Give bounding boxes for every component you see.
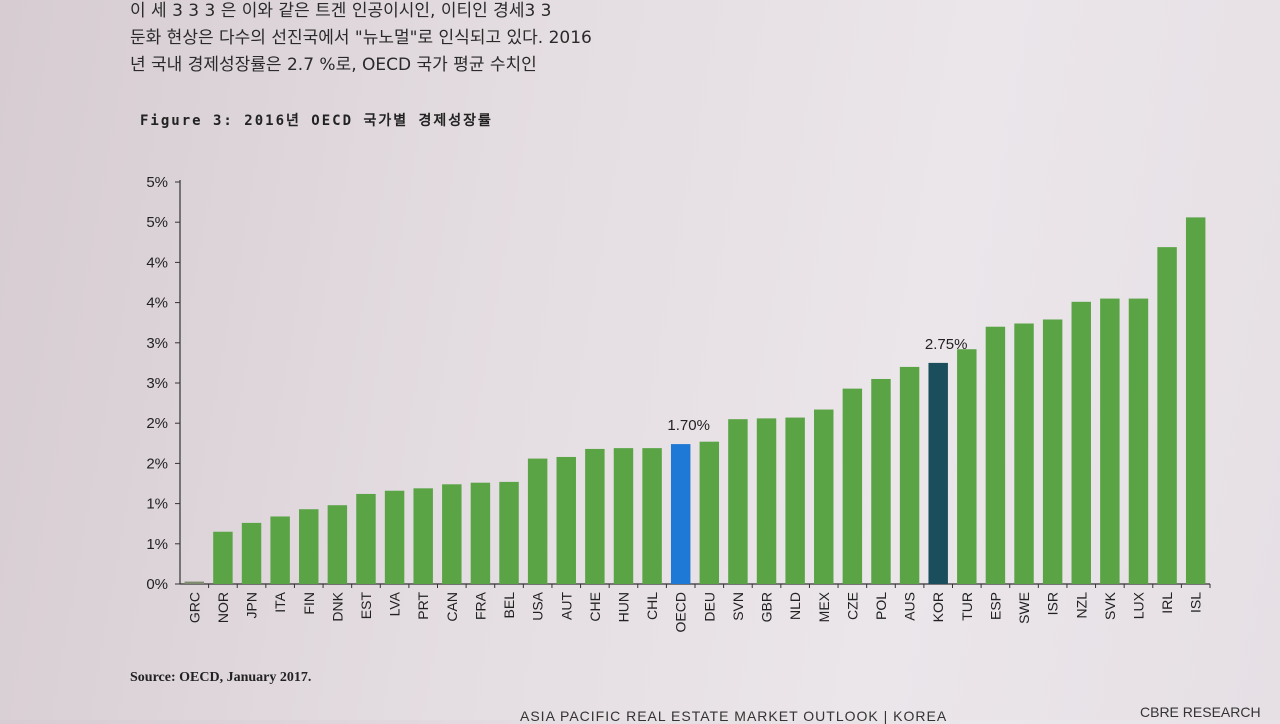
bar-pol <box>871 378 891 584</box>
bar-chl <box>642 448 662 584</box>
x-tick-label-hun: HUN <box>615 592 631 622</box>
bar-cze <box>842 388 863 584</box>
bar-aut <box>556 456 576 584</box>
bar-ita <box>270 516 290 584</box>
body-text: 이 세 3 3 3 은 이와 같은 트겐 인공이시인, 이티인 경세3 3 둔화… <box>130 0 690 79</box>
bar-hun <box>613 448 634 584</box>
x-tick-label-nzl: NZL <box>1073 592 1089 619</box>
bar-jpn <box>241 522 262 584</box>
x-tick-label-esp: ESP <box>987 592 1003 620</box>
bar-mex <box>814 409 834 584</box>
bar-can <box>442 484 462 584</box>
bar-lux <box>1128 298 1149 584</box>
bar-deu <box>699 441 720 584</box>
x-tick-label-bel: BEL <box>501 592 517 619</box>
body-text-line-1: 이 세 3 3 3 은 이와 같은 트겐 인공이시인, 이티인 경세3 3 <box>130 1 552 21</box>
y-tick-label: 5% <box>146 214 168 231</box>
bar-fra <box>470 482 491 584</box>
bar-gbr <box>756 418 777 584</box>
bar-aus <box>899 366 920 584</box>
bar-svn <box>728 419 748 584</box>
x-tick-label-lux: LUX <box>1130 591 1146 619</box>
y-tick-label: 4% <box>146 295 168 312</box>
bar-grc <box>184 581 205 584</box>
x-tick-label-chl: CHL <box>644 592 660 620</box>
bar-prt <box>413 488 433 584</box>
x-tick-label-isr: ISR <box>1045 592 1061 615</box>
y-tick-label: 3% <box>146 335 168 352</box>
x-tick-label-pol: POL <box>873 592 889 620</box>
y-tick-label: 4% <box>146 254 168 271</box>
data-label-oecd: 1.70% <box>667 417 710 434</box>
bar-dnk <box>327 505 348 584</box>
x-tick-label-usa: USA <box>530 591 546 620</box>
bar-nld <box>785 417 805 584</box>
x-tick-label-cze: CZE <box>844 592 860 620</box>
bar-svk <box>1100 298 1120 584</box>
x-tick-label-svk: SVK <box>1102 591 1118 620</box>
x-tick-label-aut: AUT <box>558 592 574 620</box>
bar-usa <box>527 458 548 584</box>
x-tick-label-prt: PRT <box>415 592 431 620</box>
x-tick-label-fin: FIN <box>301 592 317 615</box>
x-tick-label-gbr: GBR <box>759 592 775 622</box>
x-tick-label-mex: MEX <box>816 591 832 622</box>
y-tick-label: 2% <box>146 455 168 472</box>
y-tick-label: 1% <box>146 536 168 553</box>
figure-title: Figure 3: 2016년 OECD 국가별 경제성장률 <box>140 113 493 129</box>
bar-isl <box>1185 217 1206 584</box>
x-tick-label-grc: GRC <box>186 592 202 623</box>
x-tick-label-aus: AUS <box>902 592 918 621</box>
x-tick-label-che: CHE <box>587 592 603 622</box>
body-text-line-2: 둔화 현상은 다수의 선진국에서 "뉴노멀"로 인식되고 있다. 2016 <box>130 28 592 48</box>
data-label-kor: 2.75% <box>925 336 968 353</box>
x-tick-label-irl: IRL <box>1159 592 1175 614</box>
x-tick-label-lva: LVA <box>387 591 403 616</box>
bar-est <box>356 493 376 584</box>
x-tick-label-tur: TUR <box>959 592 975 621</box>
source-note: Source: OECD, January 2017. <box>130 670 312 685</box>
x-tick-label-jpn: JPN <box>244 592 260 618</box>
x-tick-label-fra: FRA <box>472 591 488 620</box>
y-tick-label: 3% <box>146 375 168 392</box>
bar-lva <box>384 490 405 584</box>
bar-che <box>585 448 605 584</box>
bar-swe <box>1014 323 1034 584</box>
bar-fin <box>299 509 319 584</box>
x-tick-label-svn: SVN <box>730 592 746 621</box>
x-tick-label-swe: SWE <box>1016 592 1032 624</box>
bar-kor <box>928 362 948 584</box>
y-tick-label: 5% <box>146 174 168 191</box>
x-tick-label-isl: ISL <box>1188 592 1204 613</box>
footer-brand: CBRE RESEARCH <box>1140 704 1261 720</box>
x-tick-label-deu: DEU <box>701 592 717 622</box>
bar-isr <box>1042 319 1063 584</box>
x-tick-label-kor: KOR <box>930 592 946 622</box>
x-tick-label-dnk: DNK <box>329 591 345 621</box>
x-tick-label-nld: NLD <box>787 592 803 620</box>
bar-tur <box>957 349 977 584</box>
y-tick-label: 2% <box>146 415 168 432</box>
y-tick-label: 0% <box>146 576 168 593</box>
bar-bel <box>499 481 519 584</box>
x-tick-label-ita: ITA <box>272 591 288 612</box>
bar-nzl <box>1071 301 1091 584</box>
x-tick-label-nor: NOR <box>215 592 231 623</box>
bar-oecd <box>670 444 691 584</box>
x-tick-label-est: EST <box>358 592 374 620</box>
footer-publication: ASIA PACIFIC REAL ESTATE MARKET OUTLOOK … <box>520 708 948 724</box>
x-tick-label-oecd: OECD <box>673 592 689 632</box>
bar-esp <box>985 326 1006 584</box>
body-text-line-3: 년 국내 경제성장률은 2.7 %로, OECD 국가 평균 수치인 <box>130 55 537 75</box>
bar-irl <box>1157 247 1177 584</box>
x-tick-label-can: CAN <box>444 592 460 622</box>
bar-nor <box>213 531 233 584</box>
y-tick-label: 1% <box>146 496 168 513</box>
